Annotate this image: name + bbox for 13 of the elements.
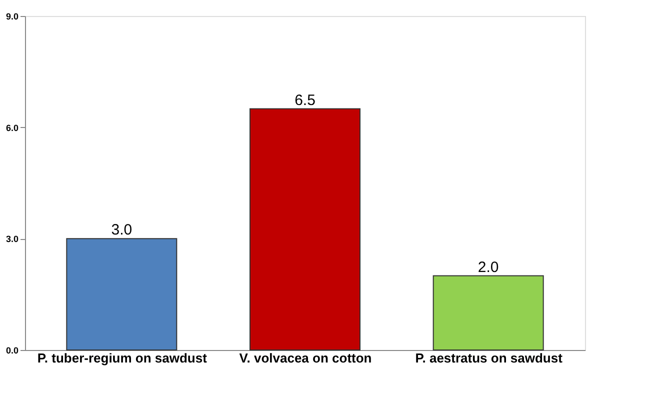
- y-tick-label: 0.0: [6, 346, 18, 356]
- x-tick-label: P. tuber-regium on sawdust: [37, 350, 208, 366]
- x-tick-label: V. volvacea on cotton: [239, 350, 372, 366]
- data-label: 2.0: [478, 258, 499, 276]
- x-tick-label: P. aestratus on sawdust: [415, 350, 564, 366]
- data-label: 6.5: [294, 92, 316, 109]
- bar: [432, 275, 544, 350]
- bar: [66, 238, 178, 350]
- y-tick-label: 6.0: [6, 122, 18, 133]
- y-tick-label: 9.0: [6, 12, 18, 22]
- data-label: 3.0: [111, 222, 132, 239]
- bar: [250, 108, 360, 350]
- y-tick-label: 3.0: [6, 234, 18, 244]
